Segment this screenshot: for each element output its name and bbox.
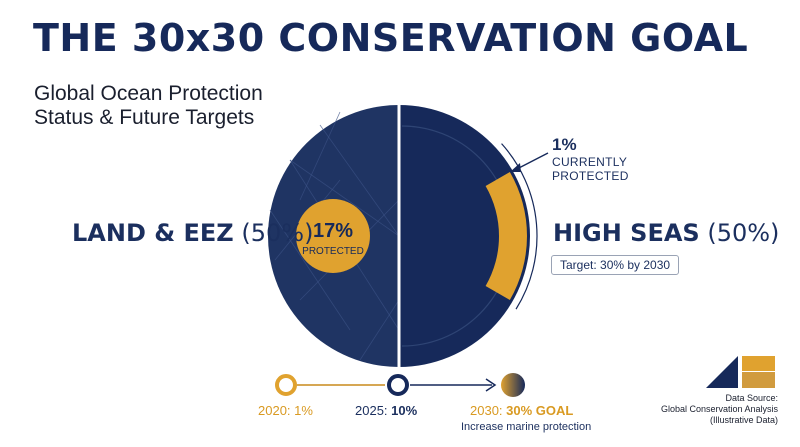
timeline-2030-caption: Increase marine protection: [461, 421, 592, 433]
data-source: Data Source: Global Conservation Analysi…: [661, 393, 778, 426]
timeline-label-2020: 2020: 1%: [258, 403, 313, 418]
timeline-marker-2030: [501, 373, 525, 397]
high-seas-protected-band: [485, 172, 527, 300]
timeline-label-2030: 2030: 30% GOAL: [470, 403, 573, 418]
logo-triangle: [706, 356, 738, 388]
current-note-arrowhead: [510, 163, 521, 172]
subtitle-line-2: Status & Future Targets: [34, 106, 255, 129]
logo-square-top: [742, 356, 775, 371]
facet-line-2: [319, 124, 400, 237]
high-seas-share: (50%): [707, 219, 780, 247]
high-seas-protected-value: 1%: [552, 135, 577, 154]
facet-line-5: [299, 111, 341, 201]
timeline-arrowhead: [485, 378, 497, 392]
land-eez-label: LAND & EEZ (50%): [72, 219, 313, 247]
high-seas-caption-1: CURRENTLY: [552, 155, 628, 169]
land-eez-protected-circle: [296, 199, 370, 273]
timeline-2025-year: 2025:: [355, 403, 388, 418]
high-seas-current-note: 1% CURRENTLY PROTECTED: [552, 135, 629, 183]
current-note-pointer: [514, 152, 549, 171]
high-seas-half: [399, 105, 530, 367]
land-eez-protected-value: 17%: [313, 220, 353, 242]
facet-line-6: [359, 299, 400, 361]
facet-line-0: [289, 159, 400, 237]
source-line-1: Data Source:: [725, 393, 778, 403]
high-seas-label: HIGH SEAS (50%): [553, 219, 779, 247]
high-seas-caption-2: PROTECTED: [552, 169, 629, 183]
land-eez-protected-caption: PROTECTED: [302, 246, 364, 257]
subtitle: Global Ocean Protection Status & Future …: [34, 82, 263, 130]
timeline-2030-value: 30% GOAL: [506, 403, 574, 418]
source-line-3: (Illustrative Data): [709, 415, 778, 425]
land-eez-share: (50%): [241, 219, 314, 247]
target-bracket-arc: [501, 143, 538, 310]
timeline-2025-value: 10%: [391, 403, 418, 418]
logo-square-bottom: [742, 372, 775, 388]
high-seas-name: HIGH SEAS: [553, 219, 700, 247]
page-title: THE 30x30 CONSERVATION GOAL: [33, 16, 749, 60]
timeline-marker-2025: [387, 374, 409, 396]
land-eez-name: LAND & EEZ: [72, 219, 234, 247]
facet-line-3: [269, 209, 351, 331]
source-line-2: Global Conservation Analysis: [660, 404, 778, 414]
timeline-marker-2020: [275, 374, 297, 396]
subtitle-line-1: Global Ocean Protection: [34, 82, 263, 105]
target-callout: Target: 30% by 2030: [551, 255, 680, 275]
timeline-label-2025: 2025: 10%: [355, 403, 417, 418]
timeline-2030-year: 2030:: [470, 403, 503, 418]
